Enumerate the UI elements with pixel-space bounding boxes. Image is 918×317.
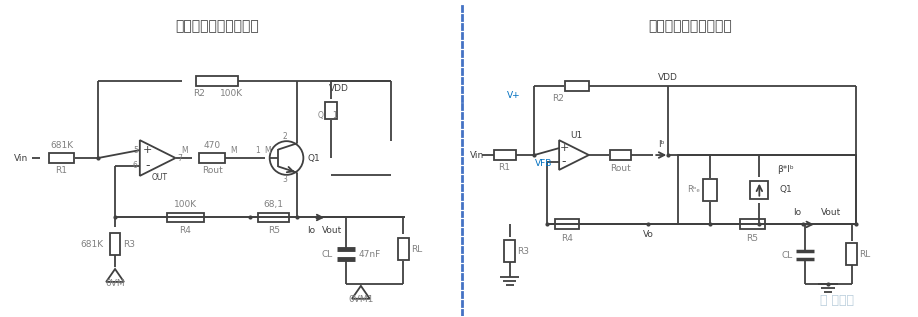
Text: 100K: 100K (220, 89, 243, 98)
Text: +: + (143, 145, 152, 155)
Text: 5: 5 (133, 146, 138, 155)
Text: U1: U1 (570, 131, 582, 140)
Text: Rout: Rout (610, 165, 631, 173)
Text: Vin: Vin (470, 151, 484, 159)
Text: 7: 7 (177, 153, 183, 163)
Bar (555, 219, 579, 230)
Text: M: M (230, 146, 237, 155)
Text: Q1: Q1 (308, 153, 320, 163)
Bar (398, 238, 409, 260)
Polygon shape (106, 269, 124, 282)
Text: Rᵇₑ: Rᵇₑ (687, 185, 700, 194)
Bar (703, 179, 717, 201)
Polygon shape (352, 286, 370, 299)
Text: Vo: Vo (643, 230, 654, 239)
Bar (258, 212, 289, 223)
Text: 6: 6 (133, 161, 138, 171)
Text: OUT: OUT (151, 173, 168, 182)
Bar (325, 101, 337, 119)
Bar (678, 155, 856, 224)
Text: 0VM1: 0VM1 (348, 295, 374, 304)
Bar (109, 233, 120, 255)
Text: β*Iᵇ: β*Iᵇ (778, 165, 794, 174)
Text: RL: RL (859, 250, 870, 259)
Bar (494, 150, 516, 160)
Text: Q1: Q1 (779, 185, 792, 194)
Text: 2: 2 (282, 132, 287, 141)
Text: R4: R4 (180, 226, 191, 235)
Bar (199, 153, 225, 163)
Text: 470: 470 (204, 141, 220, 150)
Text: R1: R1 (55, 166, 68, 175)
Bar (49, 153, 74, 163)
Bar (565, 81, 588, 91)
Text: VDD: VDD (658, 73, 678, 82)
Bar (610, 150, 632, 160)
Text: Rout: Rout (202, 166, 222, 175)
Text: R3: R3 (123, 240, 135, 249)
Text: Q: Q (318, 111, 323, 120)
Text: R2: R2 (553, 94, 564, 103)
Bar (166, 212, 204, 223)
Text: -: - (145, 159, 150, 172)
Text: CL: CL (782, 251, 793, 260)
Text: Io: Io (793, 208, 801, 217)
Polygon shape (140, 140, 175, 176)
Text: M: M (181, 146, 187, 155)
Bar (504, 240, 515, 262)
Text: 3: 3 (282, 175, 287, 184)
Bar (846, 243, 857, 265)
Text: VDD: VDD (330, 84, 349, 93)
Text: Vin: Vin (14, 153, 28, 163)
Polygon shape (559, 140, 588, 170)
Text: CL: CL (322, 250, 333, 259)
Text: VFB: VFB (535, 159, 552, 168)
Bar (740, 219, 766, 230)
Text: Vout: Vout (322, 226, 342, 235)
Text: -: - (562, 155, 566, 168)
Text: Io: Io (308, 226, 315, 235)
Text: 47nF: 47nF (359, 250, 381, 259)
Text: 1: 1 (255, 146, 260, 155)
Text: Ⓢ 百月辰: Ⓢ 百月辰 (820, 294, 854, 307)
Text: Iᵇ: Iᵇ (658, 139, 665, 149)
Text: 实际电压转电流原理图: 实际电压转电流原理图 (175, 19, 259, 33)
Text: R4: R4 (561, 234, 573, 243)
Text: M: M (264, 146, 272, 155)
Text: +: + (559, 143, 569, 153)
Text: 681K: 681K (50, 141, 73, 150)
Text: Vout: Vout (821, 208, 841, 217)
Text: R1: R1 (498, 164, 510, 172)
Text: 电压转电流等效原理图: 电压转电流等效原理图 (648, 19, 732, 33)
Text: R3: R3 (518, 247, 530, 256)
Text: 100K: 100K (174, 200, 197, 209)
Text: 1: 1 (332, 111, 337, 120)
Text: 0VM: 0VM (106, 279, 125, 288)
Text: 68,1: 68,1 (263, 200, 284, 209)
Text: R5: R5 (268, 226, 280, 235)
Bar (196, 76, 238, 86)
Text: R5: R5 (746, 234, 758, 243)
Text: RL: RL (411, 245, 422, 254)
Text: R2: R2 (194, 89, 206, 98)
Text: 681K: 681K (80, 240, 103, 249)
Text: V+: V+ (507, 91, 521, 100)
